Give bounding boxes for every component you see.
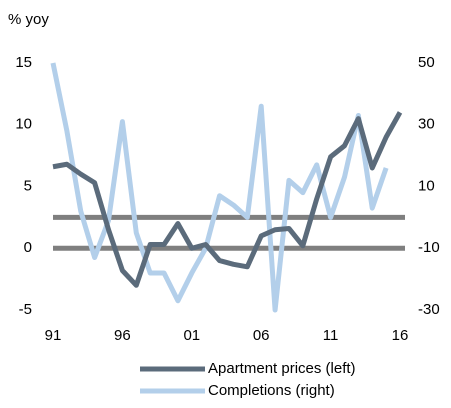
y2-tick-label: -10 — [418, 239, 440, 256]
x-tick-label: 06 — [253, 327, 270, 344]
y-tick-label: 10 — [15, 116, 32, 133]
x-tick-label: 11 — [323, 327, 339, 344]
x-tick-label: 16 — [392, 327, 409, 344]
y-tick-label: -5 — [19, 301, 32, 318]
series-line — [52, 111, 403, 288]
y-tick-label: 5 — [24, 177, 32, 194]
x-tick-label: 96 — [114, 327, 131, 344]
y2-tick-label: -30 — [418, 301, 440, 318]
legend-label: Completions (right) — [208, 382, 335, 399]
y-axis-label: % yoy — [8, 11, 49, 28]
y-tick-label: 15 — [15, 54, 32, 71]
y-tick-label: 0 — [24, 239, 32, 256]
x-tick-label: 01 — [183, 327, 200, 344]
y2-tick-label: 50 — [418, 54, 435, 71]
y2-tick-label: 10 — [418, 177, 435, 194]
x-tick-label: 91 — [45, 327, 62, 344]
series-line — [50, 62, 389, 313]
y2-tick-label: 30 — [418, 116, 435, 133]
legend-label: Apartment prices (left) — [208, 360, 356, 377]
